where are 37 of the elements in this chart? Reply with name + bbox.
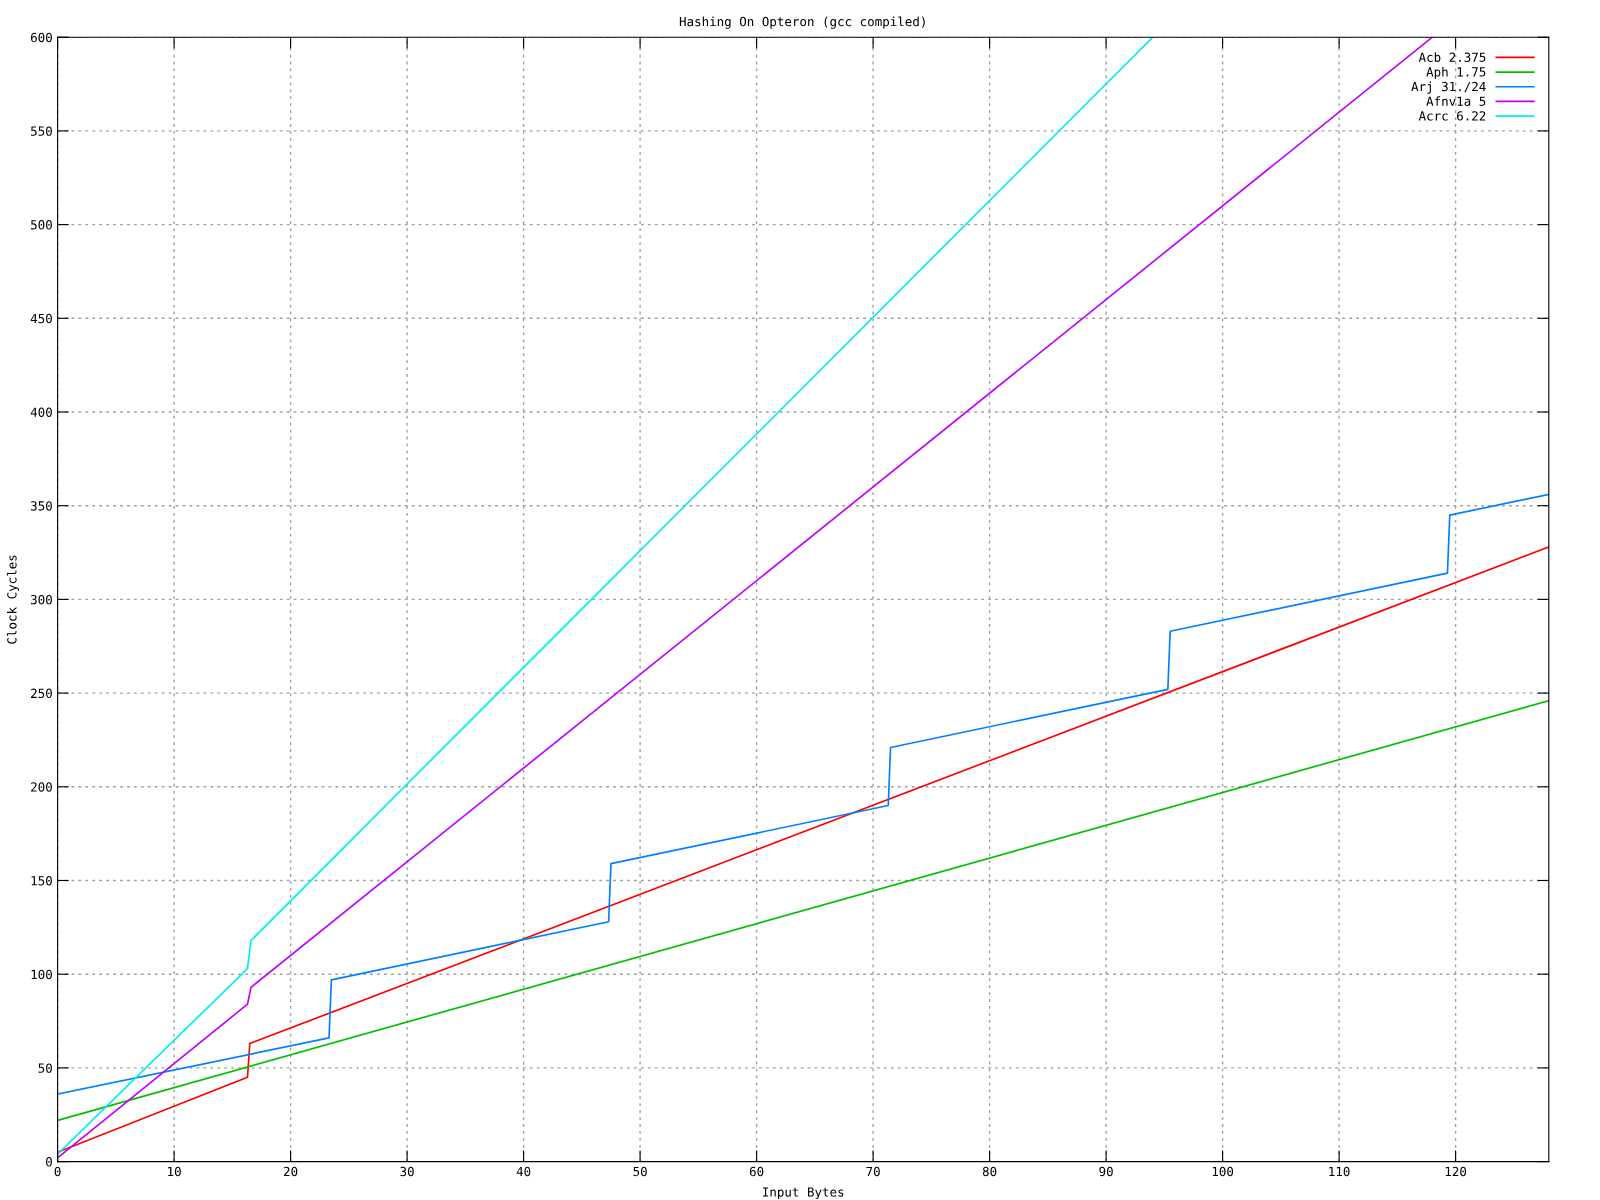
x-tick-label: 40	[516, 1166, 531, 1177]
legend-label: Aph 1.75	[1426, 66, 1486, 80]
chart-title: Hashing On Opteron (gcc compiled)	[679, 16, 925, 29]
y-axis-title: Clock Cycles	[6, 555, 20, 644]
x-axis-title: Input Bytes	[763, 1187, 844, 1200]
y-tick-label: 350	[31, 501, 52, 511]
y-tick-label: 450	[30, 313, 52, 324]
line-series	[57, 546, 1549, 1154]
x-tick-label: 120	[1445, 1166, 1467, 1177]
y-tick-label: 550	[31, 126, 52, 136]
y-tick-label: 400	[30, 407, 52, 417]
line-series	[57, 493, 1549, 1095]
x-tick-label: 70	[866, 1166, 880, 1177]
legend-label: Acb 2.375	[1418, 52, 1486, 62]
legend-label: Arj 31./24	[1411, 81, 1486, 94]
x-tick-label: 30	[400, 1166, 414, 1177]
y-tick-label: 0	[46, 1157, 52, 1167]
y-tick-label: 100	[31, 969, 52, 980]
y-tick-label: 600	[30, 32, 52, 43]
x-tick-label: 80	[982, 1166, 997, 1177]
y-tick-label: 500	[31, 220, 52, 230]
y-tick-label: 300	[31, 594, 52, 605]
y-tick-label: 150	[31, 876, 52, 886]
y-tick-label: 200	[31, 782, 52, 792]
y-tick-label: 250	[31, 688, 52, 699]
x-tick-label: 0	[54, 1166, 61, 1177]
legend-label: Afnv1a 5	[1426, 96, 1486, 106]
x-tick-label: 110	[1329, 1166, 1350, 1177]
y-tick-label: 50	[38, 1063, 52, 1073]
x-tick-label: 50	[633, 1166, 647, 1177]
x-tick-label: 20	[284, 1166, 298, 1177]
x-tick-label: 100	[1212, 1166, 1234, 1177]
x-tick-label: 60	[749, 1166, 764, 1177]
x-tick-label: 10	[168, 1166, 181, 1177]
x-tick-label: 90	[1099, 1166, 1113, 1177]
line-series	[57, 37, 1154, 1155]
legend-label: Acrc 6.22	[1418, 111, 1486, 121]
